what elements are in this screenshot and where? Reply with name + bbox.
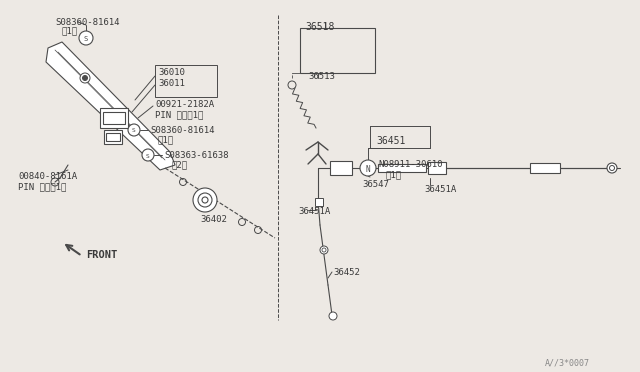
Circle shape	[329, 312, 337, 320]
Text: 36518: 36518	[305, 22, 334, 32]
Text: S08363-61638: S08363-61638	[164, 151, 228, 160]
Circle shape	[320, 246, 328, 254]
Text: 00921-2182A: 00921-2182A	[155, 100, 214, 109]
Bar	[104, 130, 122, 144]
Text: 36451: 36451	[376, 136, 405, 146]
Text: （1）: （1）	[386, 170, 402, 179]
Text: 36011: 36011	[158, 79, 185, 88]
Bar	[315, 198, 323, 206]
Bar	[428, 162, 446, 174]
Bar	[378, 164, 426, 172]
Text: S08360-81614: S08360-81614	[150, 126, 214, 135]
Text: PIN ピン（1）: PIN ピン（1）	[18, 182, 67, 191]
Bar	[300, 28, 375, 73]
Text: S: S	[84, 36, 88, 42]
Text: PIN ピン（1）: PIN ピン（1）	[155, 110, 204, 119]
Text: S08360-81614: S08360-81614	[55, 18, 120, 27]
Circle shape	[360, 160, 376, 176]
Text: A//3*0007: A//3*0007	[545, 358, 590, 367]
Circle shape	[193, 188, 217, 212]
Circle shape	[607, 163, 617, 173]
Circle shape	[80, 73, 90, 83]
Text: （2）: （2）	[172, 160, 188, 169]
Bar	[155, 65, 217, 97]
Text: 00840-8161A: 00840-8161A	[18, 172, 77, 181]
Text: S: S	[146, 154, 150, 158]
Bar	[103, 112, 125, 124]
Text: N08911-30610: N08911-30610	[378, 160, 442, 169]
Text: （1）: （1）	[62, 26, 78, 35]
Text: 36010: 36010	[158, 68, 185, 77]
Bar	[530, 163, 560, 173]
Text: 36402: 36402	[200, 215, 227, 224]
Text: 36547: 36547	[362, 180, 389, 189]
Text: 36513: 36513	[308, 72, 335, 81]
Text: N: N	[365, 164, 371, 173]
Circle shape	[79, 31, 93, 45]
Circle shape	[142, 149, 154, 161]
Circle shape	[198, 193, 212, 207]
Text: FRONT: FRONT	[86, 250, 117, 260]
Polygon shape	[46, 42, 175, 170]
Circle shape	[83, 76, 88, 80]
Text: S: S	[132, 128, 136, 134]
Text: 36451A: 36451A	[298, 207, 330, 216]
Text: 36451A: 36451A	[424, 185, 456, 194]
Text: 36452: 36452	[333, 268, 360, 277]
Bar	[100, 108, 128, 128]
Bar	[330, 161, 352, 175]
Circle shape	[128, 124, 140, 136]
Text: （1）: （1）	[158, 135, 174, 144]
Bar	[106, 133, 120, 141]
